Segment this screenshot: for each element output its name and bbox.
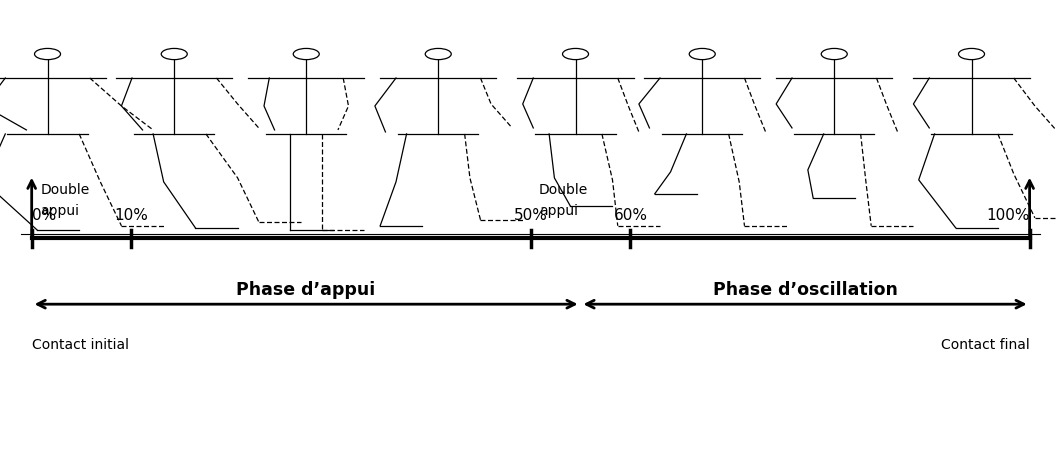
Text: appui: appui: [40, 204, 79, 218]
Text: Phase d’oscillation: Phase d’oscillation: [713, 281, 898, 299]
Text: appui: appui: [539, 204, 578, 218]
Text: 50%: 50%: [513, 208, 548, 223]
Text: 10%: 10%: [114, 208, 149, 223]
Text: Double: Double: [539, 183, 588, 197]
Text: 100%: 100%: [986, 208, 1030, 223]
Text: Phase d’appui: Phase d’appui: [237, 281, 376, 299]
Text: Double: Double: [40, 183, 90, 197]
Text: 60%: 60%: [614, 208, 647, 223]
Text: 0%: 0%: [32, 208, 56, 223]
Text: Contact final: Contact final: [941, 338, 1030, 352]
Text: Contact initial: Contact initial: [32, 338, 129, 352]
